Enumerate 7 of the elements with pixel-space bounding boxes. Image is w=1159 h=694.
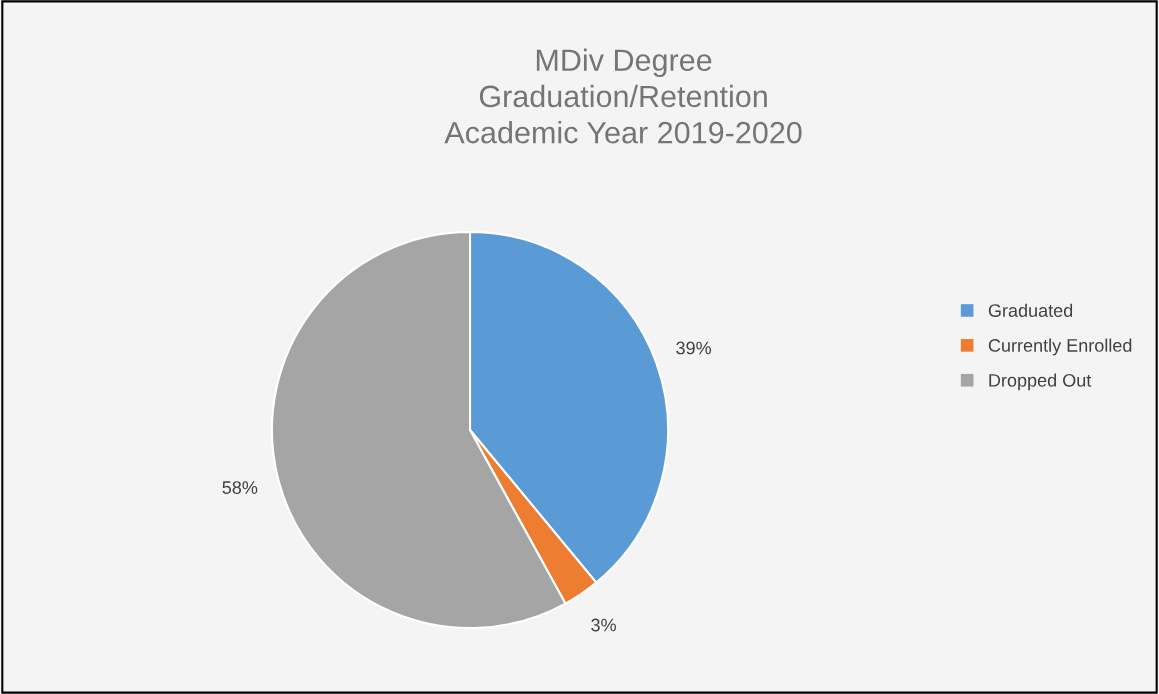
legend-label: Dropped Out <box>989 373 1092 391</box>
chart-title: MDiv Degree Graduation/Retention Academic Year 2019-2020 <box>444 48 802 144</box>
data-label: 58% <box>222 481 258 494</box>
data-label: 39% <box>676 341 712 355</box>
legend-label: Graduated <box>988 303 1073 317</box>
legend-label: Currently Enrolled <box>988 338 1132 356</box>
data-label: 3% <box>591 618 616 632</box>
